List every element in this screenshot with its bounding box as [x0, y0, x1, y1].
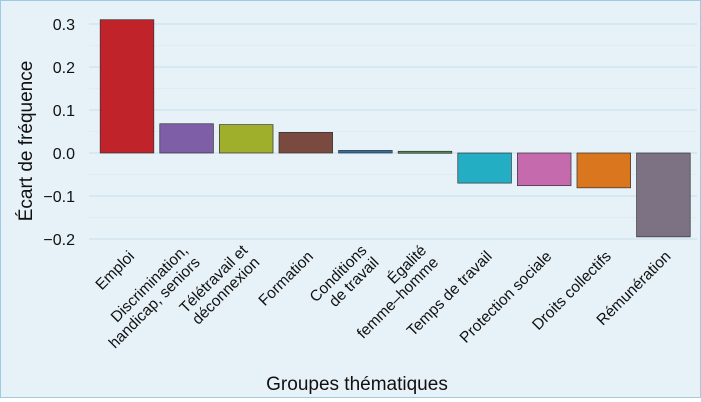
x-tick-label: Formation [256, 248, 317, 309]
x-axis-label: Groupes thématiques [266, 374, 448, 395]
bar [457, 152, 512, 184]
bar [278, 132, 333, 154]
x-tick-label: Conditionsde travail [307, 242, 383, 318]
bar [219, 124, 274, 154]
bar [576, 152, 631, 189]
y-tick-label: 0.0 [53, 146, 75, 163]
y-axis-label: Écart de fréquence [16, 61, 37, 222]
x-tick-label: Emploi [93, 248, 139, 294]
y-tick-label: −0.2 [43, 232, 75, 249]
bar [159, 123, 214, 154]
bar [99, 19, 155, 154]
y-tick-label: −0.1 [43, 189, 75, 206]
bar [338, 150, 393, 154]
bar [636, 152, 691, 238]
y-tick-label: 0.1 [53, 103, 75, 120]
x-tick-label-line: Formation [256, 248, 317, 309]
y-tick-labels: 0.3 0.2 0.1 0.0 −0.1 −0.2 [43, 17, 75, 249]
bars [99, 19, 691, 238]
y-tick-label: 0.3 [53, 17, 75, 34]
bar [397, 150, 453, 154]
x-tick-label-line: Emploi [93, 248, 139, 294]
bar [517, 152, 572, 187]
y-tick-label: 0.2 [53, 60, 75, 77]
